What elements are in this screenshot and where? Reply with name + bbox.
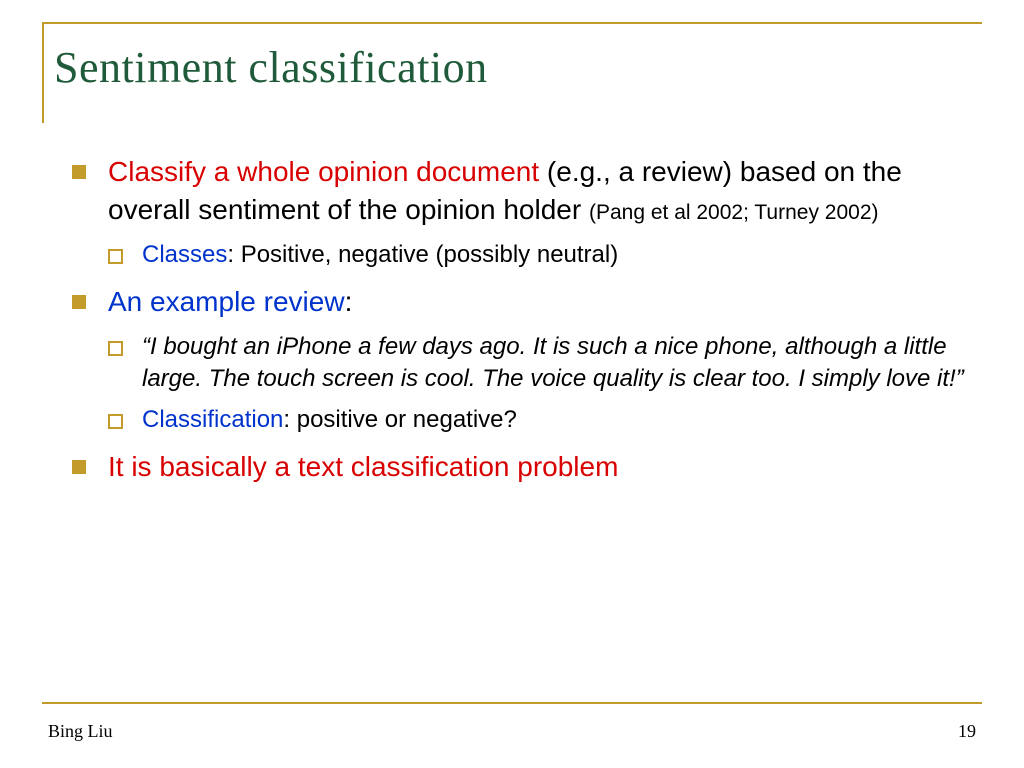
bullet-all-red: It is basically a text classification pr… [108,451,618,482]
bullet-list-level2: Classes: Positive, negative (possibly ne… [108,239,972,271]
bullet-item: An example review: “I bought an iPhone a… [72,283,972,436]
sub-text: : positive or negative? [283,406,516,433]
bullet-lead-blue: An example review [108,286,345,317]
sub-lead-blue: Classification [142,406,283,433]
bullet-item: Classify a whole opinion document (e.g.,… [72,153,972,271]
sub-bullet-item-quote: “I bought an iPhone a few days ago. It i… [108,331,972,396]
divider-rule [42,702,982,704]
sub-bullet-item: Classes: Positive, negative (possibly ne… [108,239,972,271]
bullet-list-level1: Classify a whole opinion document (e.g.,… [72,153,972,486]
footer-author: Bing Liu [48,721,113,742]
title-frame: Sentiment classification [42,22,982,123]
slide: Sentiment classification Classify a whol… [0,0,1024,768]
sub-lead-blue: Classes [142,241,227,268]
sub-bullet-item: Classification: positive or negative? [108,404,972,436]
slide-title: Sentiment classification [54,42,982,93]
slide-content: Classify a whole opinion document (e.g.,… [42,153,982,486]
bullet-lead-red: Classify a whole opinion document [108,156,547,187]
footer-page-number: 19 [958,721,976,742]
citation: (Pang et al 2002; Turney 2002) [589,201,879,224]
quote-text: “I bought an iPhone a few days ago. It i… [142,333,964,392]
bullet-text: : [345,286,353,317]
sub-text: : Positive, negative (possibly neutral) [227,241,618,268]
bullet-item: It is basically a text classification pr… [72,448,972,486]
bullet-list-level2: “I bought an iPhone a few days ago. It i… [108,331,972,436]
